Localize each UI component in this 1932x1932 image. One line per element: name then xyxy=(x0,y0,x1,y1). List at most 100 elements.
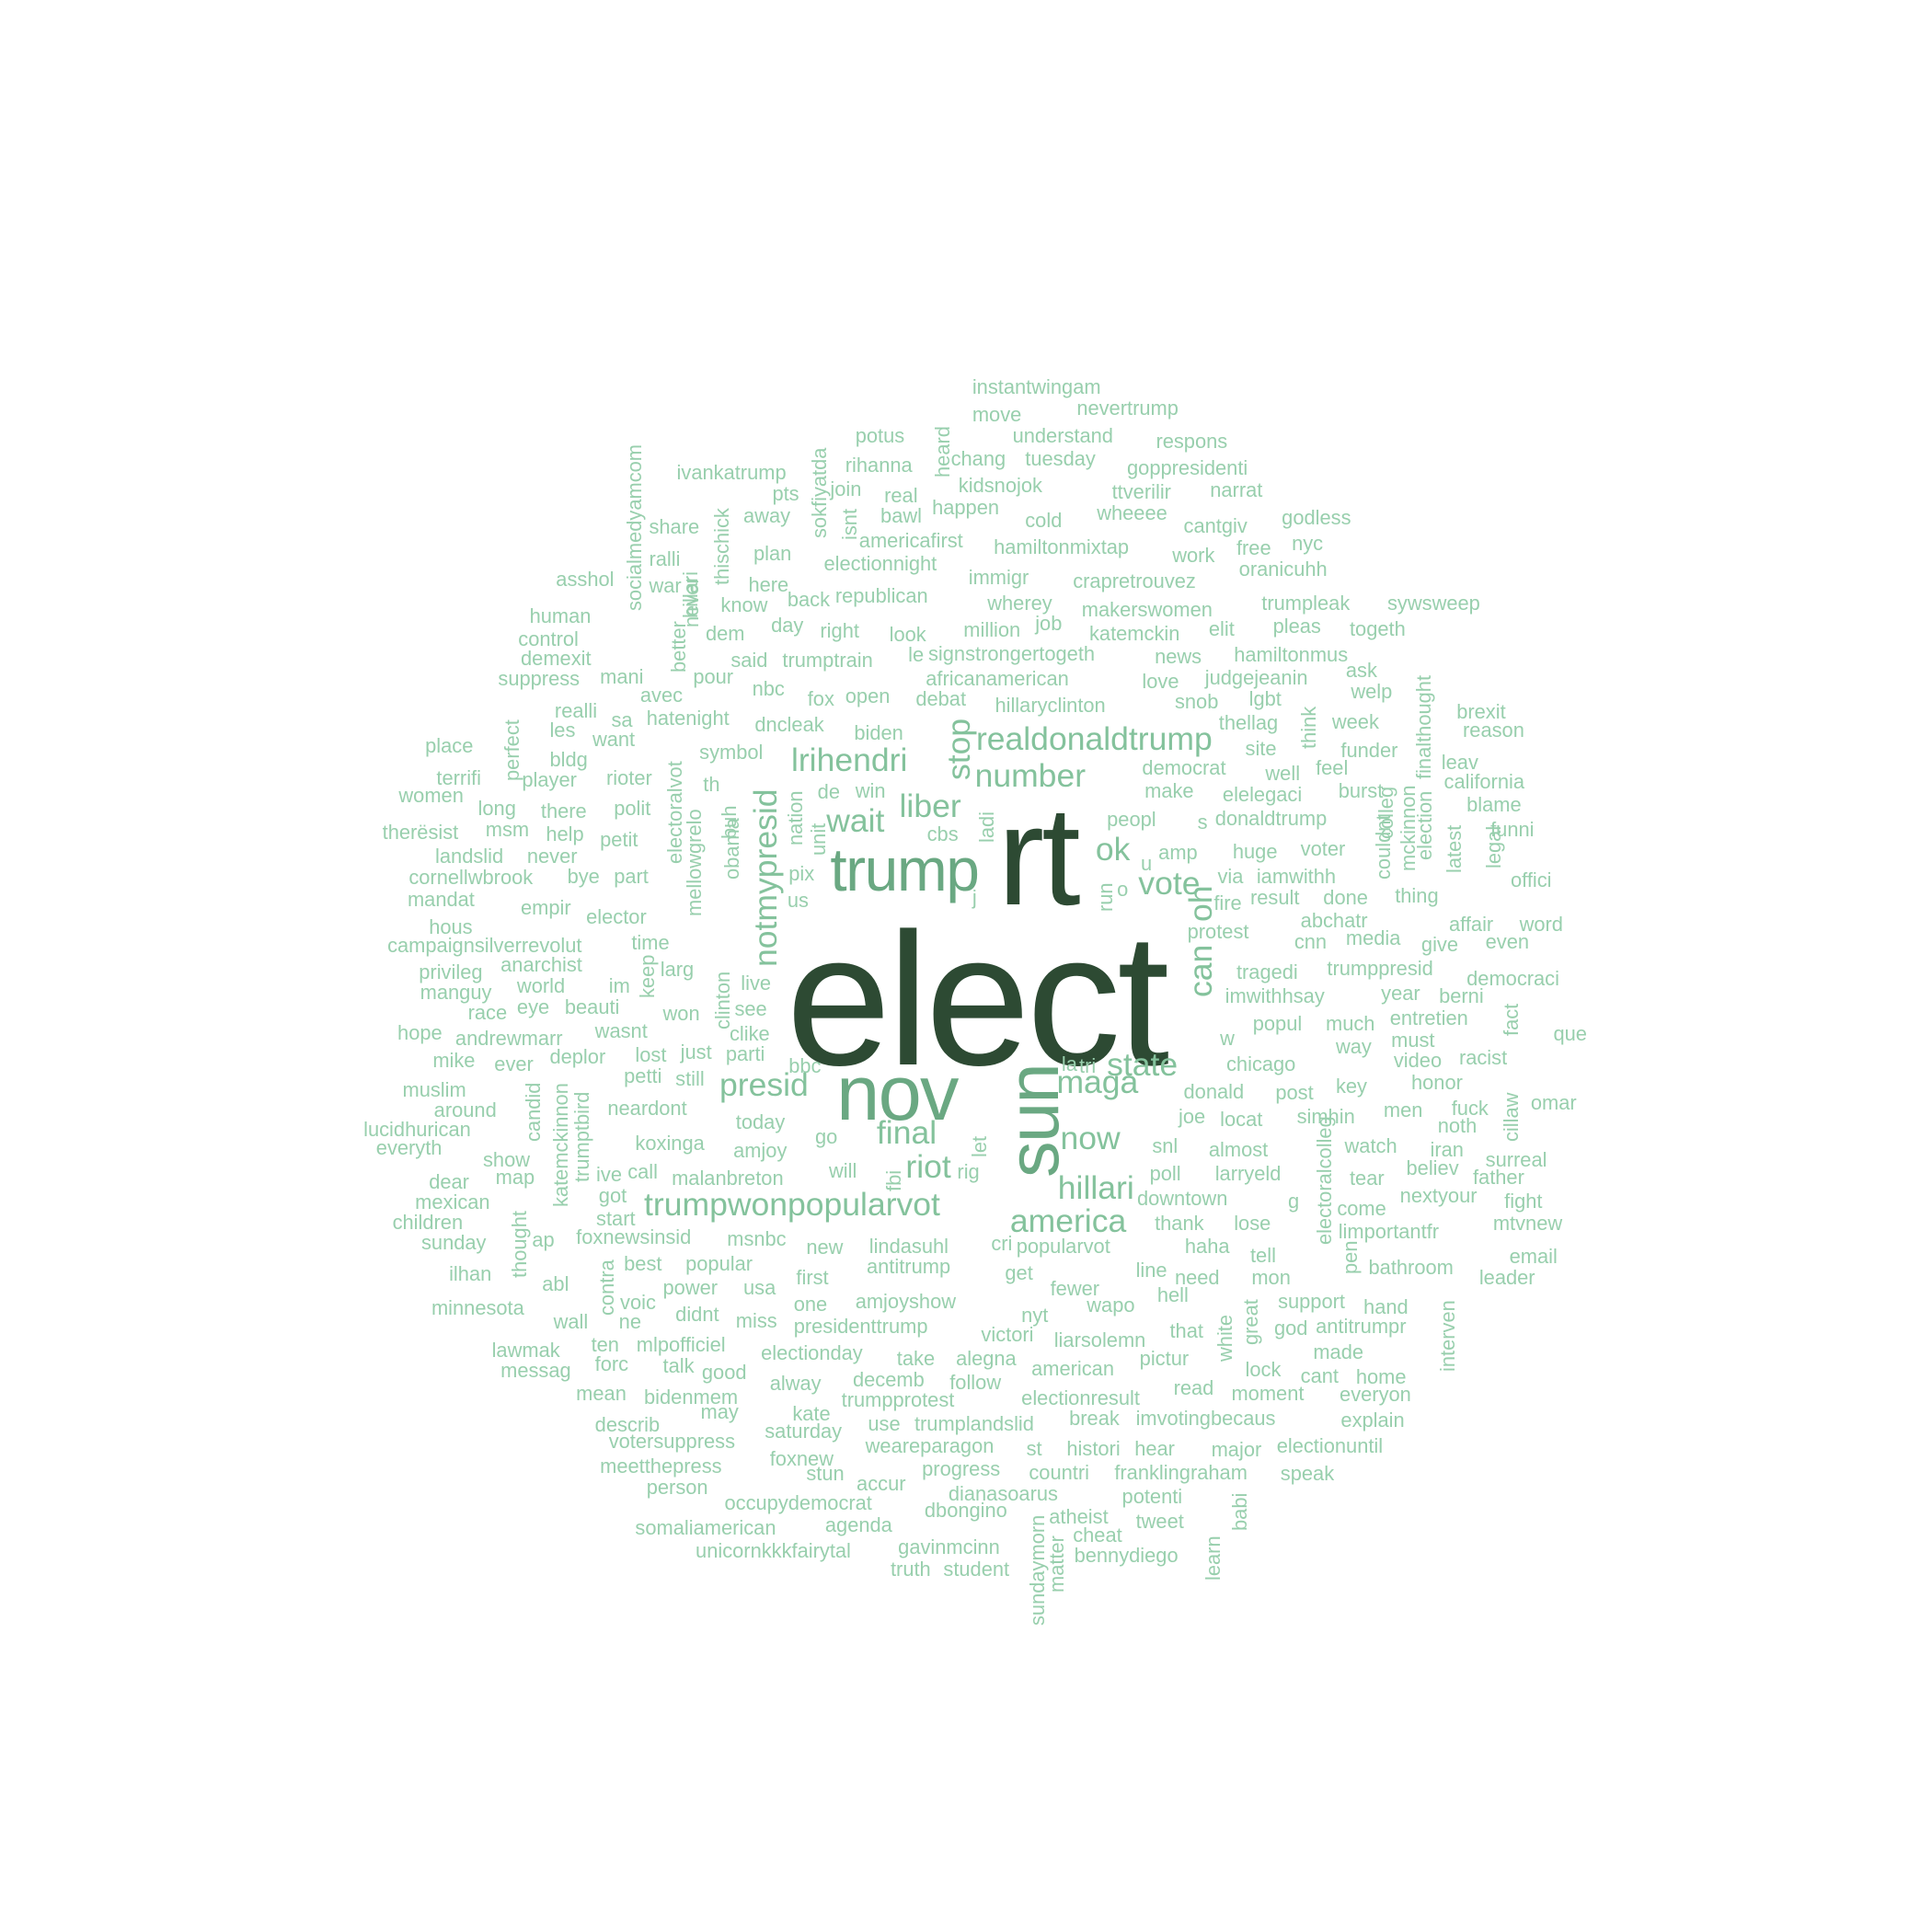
word-best: best xyxy=(624,1252,662,1276)
word-racist: racist xyxy=(1458,1045,1508,1069)
word-win: win xyxy=(855,779,886,803)
word-funder: funder xyxy=(1340,739,1398,763)
word-wasnt: wasnt xyxy=(594,1019,648,1043)
word-explain: explain xyxy=(1340,1408,1405,1432)
word-men: men xyxy=(1383,1098,1423,1122)
word-hear: hear xyxy=(1134,1437,1175,1461)
word-person: person xyxy=(646,1476,708,1500)
word-trumplandslid: trumplandslid xyxy=(914,1411,1034,1435)
word-electionresult: electionresult xyxy=(1021,1386,1140,1410)
word-interven: interven xyxy=(1435,1300,1459,1372)
word-site: site xyxy=(1245,736,1277,760)
word-les: les xyxy=(549,719,576,742)
word-move: move xyxy=(972,403,1022,427)
word-pleas: pleas xyxy=(1272,614,1321,638)
word-meetthepress: meetthepress xyxy=(600,1455,722,1478)
word-dem: dem xyxy=(705,622,745,646)
word-suppress: suppress xyxy=(498,667,581,691)
word-cornellwbrook: cornellwbrook xyxy=(408,866,534,890)
word-learn: learn xyxy=(1202,1535,1225,1581)
word-women: women xyxy=(398,784,464,808)
word-state: state xyxy=(1107,1046,1179,1084)
word-believ: believ xyxy=(1406,1156,1459,1180)
word-antitrump: antitrump xyxy=(866,1254,951,1278)
word-ok: ok xyxy=(1095,831,1131,868)
word-final: final xyxy=(876,1114,937,1152)
word-oranicuhh: oranicuhh xyxy=(1238,558,1328,581)
word-surreal: surreal xyxy=(1485,1147,1547,1171)
word-trumpwonpopularvot: trumpwonpopularvot xyxy=(644,1185,940,1223)
word-abchatr: abchatr xyxy=(1300,908,1368,932)
word-entretien: entretien xyxy=(1389,1006,1468,1030)
word-cnn: cnn xyxy=(1294,930,1328,954)
word-rioter: rioter xyxy=(605,766,652,790)
word-franklingraham: franklingraham xyxy=(1114,1461,1248,1485)
word-countri: countri xyxy=(1029,1461,1089,1485)
word-dear: dear xyxy=(429,1170,469,1194)
word-hamiltonmixtap: hamiltonmixtap xyxy=(994,535,1130,558)
word-ladi: ladi xyxy=(975,811,999,844)
word-ivankatrump: ivankatrump xyxy=(676,461,787,485)
word-petti: petti xyxy=(624,1064,662,1088)
word-ralli: ralli xyxy=(649,547,681,571)
word-map: map xyxy=(495,1165,535,1189)
word-bawl: bawl xyxy=(880,503,922,527)
word-decemb: decemb xyxy=(852,1367,925,1391)
word-electoralcolleg: electoralcolleg xyxy=(1312,1116,1336,1246)
word-great: great xyxy=(1239,1299,1263,1346)
word-pour: pour xyxy=(693,664,734,688)
word-presidenttrump: presidenttrump xyxy=(793,1315,928,1339)
word-occupydemocrat: occupydemocrat xyxy=(724,1490,872,1514)
word-finalthought: finalthought xyxy=(1411,675,1435,780)
word-follow: follow xyxy=(949,1370,1002,1394)
word-realli: realli xyxy=(554,698,598,722)
word-popularvot: popularvot xyxy=(1016,1234,1110,1258)
word-well: well xyxy=(1265,761,1301,785)
word-potus: potus xyxy=(855,424,905,448)
word-post: post xyxy=(1275,1081,1314,1105)
word-deplor: deplor xyxy=(549,1044,606,1068)
word-foxnew: foxnew xyxy=(769,1447,834,1470)
word-miss: miss xyxy=(735,1308,777,1332)
word-clike: clike xyxy=(729,1021,770,1045)
word-moment: moment xyxy=(1231,1381,1305,1405)
word-control: control xyxy=(518,627,579,650)
word-w: w xyxy=(1220,1027,1235,1051)
word-unicornkkkfairytal: unicornkkkfairytal xyxy=(696,1538,851,1562)
word-lgbt: lgbt xyxy=(1248,687,1282,711)
word-sunday: sunday xyxy=(421,1230,487,1254)
word-cheat: cheat xyxy=(1073,1524,1122,1547)
word-will: will xyxy=(828,1158,857,1182)
word-plan: plan xyxy=(753,541,792,565)
word-cri: cri xyxy=(991,1232,1013,1256)
word-good: good xyxy=(701,1360,747,1384)
word-give: give xyxy=(1420,932,1459,956)
word-muslim: muslim xyxy=(402,1078,466,1102)
word-instantwingam: instantwingam xyxy=(972,375,1101,399)
word-lost: lost xyxy=(635,1043,667,1067)
word-neardont: neardont xyxy=(607,1096,687,1120)
word-omar: omar xyxy=(1530,1091,1577,1115)
word-mellowgrelo: mellowgrelo xyxy=(682,809,706,917)
word-mike: mike xyxy=(432,1048,476,1072)
word-election: election xyxy=(1413,790,1437,860)
word-wheeee: wheeee xyxy=(1097,500,1167,524)
word-bye: bye xyxy=(567,864,600,888)
word-feel: feel xyxy=(1316,756,1349,780)
word-contra: contra xyxy=(595,1259,619,1316)
word-perfect: perfect xyxy=(500,719,523,782)
word-weareparagon: weareparagon xyxy=(865,1434,995,1458)
word-tri: tri xyxy=(1079,1054,1097,1078)
word-lrihendri: lrihendri xyxy=(790,742,908,779)
word-hamiltonmus: hamiltonmus xyxy=(1234,643,1349,667)
word-news: news xyxy=(1155,644,1202,668)
word-children: children xyxy=(392,1210,464,1234)
word-video: video xyxy=(1393,1048,1443,1072)
word-petit: petit xyxy=(600,828,638,852)
word-latest: latest xyxy=(1442,824,1466,873)
word-home: home xyxy=(1355,1365,1407,1389)
word-stun: stun xyxy=(806,1462,845,1486)
word-respons: respons xyxy=(1156,429,1228,453)
word-snl: snl xyxy=(1152,1133,1179,1157)
